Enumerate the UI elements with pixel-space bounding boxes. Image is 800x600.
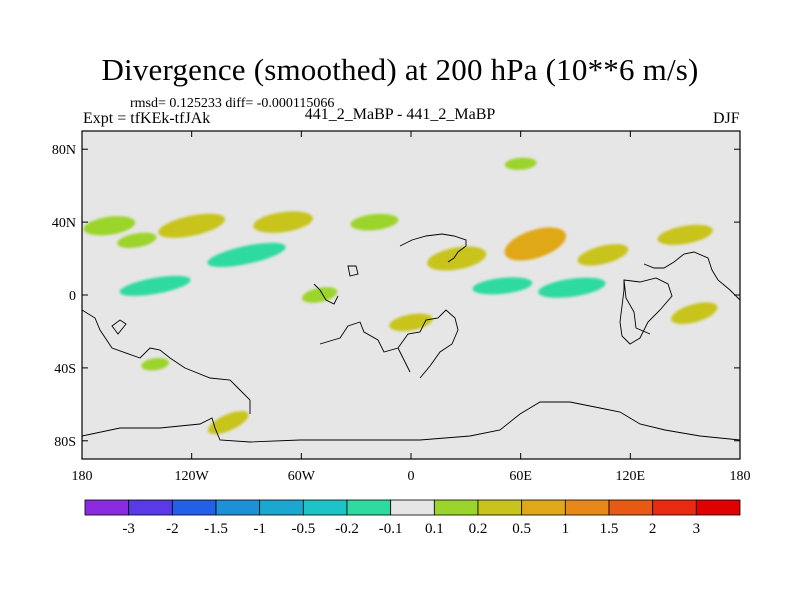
colorbar-label: 1 (562, 521, 570, 537)
colorbar-swatch (259, 499, 304, 516)
colorbar-swatch (346, 499, 392, 516)
coastline-pacific-islands (111, 319, 127, 335)
y-tick-label: 80N (52, 143, 76, 158)
contour-fill (301, 287, 338, 303)
contour-fill (577, 244, 629, 266)
coastline-north-america (643, 251, 740, 301)
colorbar-swatch (84, 499, 130, 516)
colorbar-label: 3 (693, 521, 701, 537)
contour-fill (641, 268, 693, 286)
coastline-antarctica (82, 401, 740, 443)
contour-fill (425, 360, 470, 376)
coastline-europe (399, 233, 467, 263)
contour-fill (253, 211, 313, 233)
colorbar-swatch (564, 499, 610, 516)
coastline-caribbean (347, 265, 359, 277)
colorbar-swatch (128, 499, 173, 516)
center-label: 441_2_MaBP - 441_2_MaBP (304, 106, 496, 123)
x-tick-label: 180 (730, 469, 751, 484)
contour-fill (207, 242, 286, 268)
contour-fill (119, 275, 191, 296)
contour-fill (83, 216, 136, 236)
contour-fill (657, 224, 713, 245)
colorbar-swatch (215, 499, 261, 516)
coastline-asia-south (313, 283, 339, 305)
colorbar-swatch (477, 499, 523, 516)
contour-fill (434, 156, 479, 172)
colorbar-label: 2 (649, 521, 657, 537)
x-tick-label: 60W (288, 469, 316, 484)
contour-fill (427, 246, 487, 271)
colorbar-swatch (652, 499, 697, 516)
colorbar-swatch (521, 499, 566, 516)
contour-fill (141, 357, 169, 371)
plot-background (82, 131, 740, 459)
colorbar-swatch (695, 499, 741, 516)
colorbar-label: -0.1 (379, 521, 403, 537)
colorbar-swatch (302, 499, 348, 516)
colorbar-label: 1.5 (600, 521, 619, 537)
colorbar-swatch (608, 499, 654, 516)
x-tick-label: 120W (175, 469, 210, 484)
contour-fill (504, 157, 537, 170)
colorbar-label: -1.5 (204, 521, 228, 537)
coastline-south-america (82, 309, 251, 414)
colorbar-label: -0.2 (335, 521, 359, 537)
experiment-label: Expt = tfKEk-tfJAk (83, 110, 211, 127)
contour-fills (83, 156, 728, 435)
y-tick-label: 80S (54, 435, 76, 450)
x-tick-label: 0 (408, 469, 415, 484)
colorbar-swatch (433, 499, 479, 516)
coastline-east-asia (623, 279, 651, 335)
stats-line: rmsd= 0.125233 diff= -0.000115066 (130, 96, 335, 111)
contour-fill (316, 258, 360, 278)
contour-fill (504, 227, 567, 261)
chart-title: Divergence (smoothed) at 200 hPa (10**6 … (101, 52, 699, 87)
y-tick-label: 40S (54, 362, 76, 377)
colorbar: -3 -2 -1.5 -1 -0.5 -0.2 -0.1 0.1 0.2 0.5 1 1.5 2 3 (84, 499, 741, 537)
contour-fill (207, 411, 249, 435)
coastlines (82, 233, 740, 443)
colorbar-label: 0.5 (512, 521, 531, 537)
colorbar-label: -0.5 (291, 521, 315, 537)
coastline-africa (319, 309, 459, 379)
colorbar-swatch (390, 499, 435, 516)
y-tick-label: 0 (69, 289, 76, 304)
x-tick-label: 180 (72, 469, 93, 484)
contour-fill (350, 213, 399, 231)
colorbar-label: 0.1 (425, 521, 444, 537)
y-tick-label: 40N (52, 216, 76, 231)
colorbar-label: 0.2 (469, 521, 488, 537)
x-tick-label: 120E (616, 469, 646, 484)
contour-fill (158, 213, 225, 238)
contour-fill (679, 360, 728, 376)
contour-fill (139, 170, 172, 183)
contour-fill (117, 232, 157, 249)
x-tick-label: 60E (509, 469, 532, 484)
colorbar-swatch (171, 499, 217, 516)
contour-fill (229, 392, 264, 410)
contour-fill (200, 323, 256, 340)
contour-fill (538, 277, 606, 298)
season-label: DJF (713, 110, 740, 127)
contour-fill (671, 302, 718, 325)
contour-fill (389, 313, 433, 332)
colorbar-label: -2 (166, 521, 179, 537)
colorbar-label: -3 (122, 521, 135, 537)
coastline-australia (619, 277, 673, 345)
axes: 180 120W 60W 0 60E 120E 180 80N 40N 0 40S 80S (52, 131, 751, 484)
contour-fill (472, 277, 533, 295)
contour-fill (98, 160, 139, 175)
coastline-africa-inner (397, 347, 411, 373)
colorbar-label: -1 (253, 521, 266, 537)
